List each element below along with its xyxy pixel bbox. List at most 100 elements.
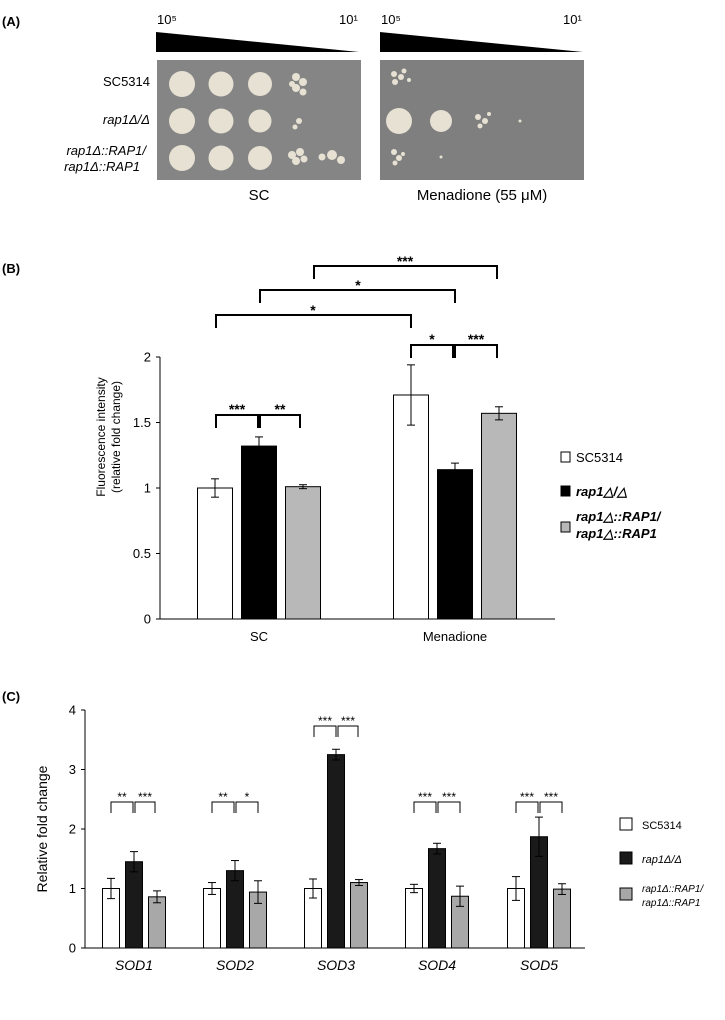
c-sig-sod5-a: ***	[520, 790, 534, 804]
sig-label-mid: *	[355, 277, 361, 293]
condition-label-sc: SC	[249, 187, 270, 204]
x-category-label: SOD2	[216, 957, 254, 973]
strain-label-complement-2: rap1Δ::RAP1	[64, 159, 140, 174]
c-bracket-sod1-b	[134, 801, 156, 813]
panel-a: (A) 10⁵ 10¹ 10⁵ 10¹ SC5314 rap1Δ/Δ rap1Δ…	[2, 12, 584, 204]
c-legend-label-wt: SC5314	[642, 820, 682, 832]
colony	[169, 71, 195, 97]
legend-label-wt: SC5314	[576, 450, 623, 465]
colony	[482, 118, 488, 124]
colony	[300, 155, 308, 163]
sig-bracket-top	[313, 265, 498, 279]
c-sig-sod3-b: ***	[341, 714, 355, 728]
panel-b-bars	[197, 364, 517, 620]
sig-bracket-men-2	[454, 344, 498, 358]
x-category-label: SC	[250, 629, 268, 644]
sig-label-sc-1: ***	[229, 401, 246, 417]
c-sig-sod4-a: ***	[418, 790, 432, 804]
bar	[197, 487, 233, 620]
panel-b-significance	[215, 265, 498, 428]
sig-label-men-1: *	[429, 331, 435, 347]
colony	[208, 108, 234, 134]
colony	[475, 114, 481, 120]
colony	[396, 155, 402, 161]
c-legend-label-complement-2: rap1Δ::RAP1	[642, 898, 700, 909]
c-bracket-sod1-a	[110, 801, 134, 813]
sig-label-top: ***	[397, 253, 414, 269]
condition-label-menadione: Menadione (55 μM)	[417, 187, 547, 204]
panel-b: (B) 0 0.5 1 1.5 2 SC Menadione Fluorescence in…	[2, 253, 662, 644]
colony	[169, 108, 195, 134]
bar	[481, 412, 517, 620]
colony	[248, 146, 272, 170]
colony	[296, 118, 302, 124]
panel-b-label: (B)	[2, 261, 20, 276]
colony	[401, 68, 407, 74]
bar	[203, 888, 221, 949]
colony	[477, 123, 483, 129]
colony	[296, 148, 304, 156]
colony	[518, 119, 522, 123]
colony	[337, 156, 345, 164]
c-sig-sod2-b: *	[245, 790, 250, 804]
c-sig-sod1-b: ***	[138, 790, 152, 804]
c-bracket-sod3-b	[337, 725, 359, 737]
colony	[327, 150, 337, 160]
bar	[148, 896, 166, 949]
colony	[392, 79, 398, 85]
c-sig-sod4-b: ***	[442, 790, 456, 804]
colony	[248, 72, 272, 96]
dilution-low-menadione: 10¹	[563, 12, 582, 27]
legend-label-complement-1: rap1△::RAP1/	[576, 509, 662, 524]
c-bracket-sod5-a	[515, 801, 539, 813]
colony	[439, 155, 443, 159]
legend-label-complement-2: rap1△::RAP1	[576, 526, 657, 541]
dilution-wedge-menadione	[380, 32, 583, 52]
colony	[318, 153, 326, 161]
strain-label-complement-1: rap1Δ::RAP1/	[66, 143, 147, 158]
colony	[208, 71, 234, 97]
bar	[553, 888, 571, 949]
c-legend-swatch-wt	[619, 817, 633, 831]
colony	[299, 78, 307, 86]
y-tick-label: 0.5	[133, 546, 151, 561]
sig-bracket-mid	[259, 289, 456, 303]
legend-swatch-complement	[560, 521, 571, 533]
bar	[285, 486, 321, 620]
colony	[169, 145, 195, 171]
sig-label-low: *	[310, 302, 316, 318]
colony	[407, 78, 411, 82]
c-sig-sod1-a: **	[117, 790, 127, 804]
c-bracket-sod4-a	[413, 801, 437, 813]
colony	[430, 110, 452, 132]
bar	[350, 882, 368, 949]
x-category-label: SOD3	[317, 957, 355, 973]
dilution-high-sc: 10⁵	[157, 12, 177, 27]
dilution-low-sc: 10¹	[339, 12, 358, 27]
legend-label-mutant: rap1△/△	[576, 484, 627, 499]
panel-c-axes: 0 1 2 3 4 SOD1 SOD2 SOD3 SOD4 SOD5	[69, 703, 585, 973]
bar	[226, 870, 244, 949]
x-category-label: SOD1	[115, 957, 153, 973]
y-tick-label: 3	[69, 762, 76, 777]
plate-menadione	[380, 60, 584, 180]
y-tick-label: 1	[69, 881, 76, 896]
colony	[386, 108, 412, 134]
c-legend-swatch-mutant	[619, 851, 633, 865]
colony	[292, 157, 300, 165]
panel-c: (C) 0 1 2 3 4 SOD1 SOD2 SOD3 SOD4 SOD5 Relative f…	[2, 689, 704, 973]
sig-bracket-sc-2	[259, 414, 301, 428]
y-tick-label: 1	[144, 481, 151, 496]
panel-c-significance	[110, 725, 563, 813]
bar	[327, 754, 345, 949]
dilution-wedge-sc	[156, 32, 359, 52]
c-sig-sod2-a: **	[218, 790, 228, 804]
panel-c-ylabel: Relative fold change	[34, 765, 50, 892]
colony	[401, 152, 405, 156]
y-tick-label: 1.5	[133, 415, 151, 430]
sig-label-sc-2: **	[275, 401, 286, 417]
colony	[391, 71, 397, 77]
colony	[299, 88, 307, 96]
y-tick-label: 4	[69, 703, 76, 718]
c-legend-label-mutant: rap1Δ/Δ	[642, 854, 682, 866]
